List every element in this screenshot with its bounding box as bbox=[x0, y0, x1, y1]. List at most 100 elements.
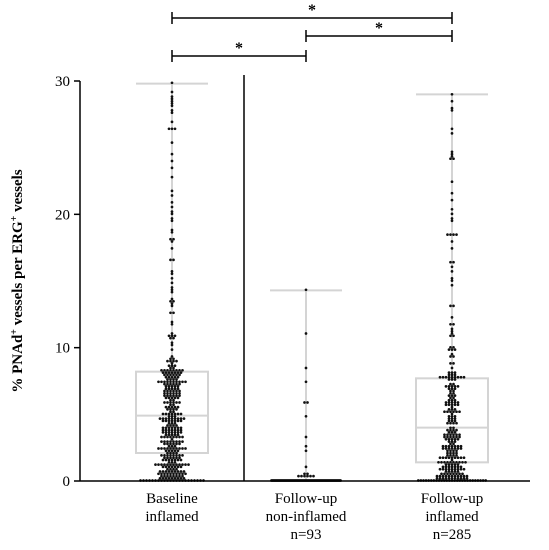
data-point bbox=[447, 401, 451, 404]
data-point bbox=[453, 456, 457, 460]
data-point bbox=[170, 334, 174, 338]
data-point bbox=[173, 127, 177, 131]
data-point bbox=[169, 447, 172, 450]
y-ticks: 0 10 20 30 bbox=[55, 74, 80, 490]
data-point bbox=[444, 385, 448, 388]
data-point bbox=[169, 382, 172, 386]
data-point bbox=[465, 477, 469, 480]
data-point bbox=[444, 465, 448, 469]
data-point bbox=[160, 380, 163, 384]
data-point bbox=[170, 437, 174, 441]
data-point bbox=[441, 456, 445, 460]
data-point bbox=[170, 109, 174, 112]
data-point bbox=[450, 240, 454, 243]
data-point bbox=[447, 444, 451, 448]
data-point bbox=[446, 460, 449, 464]
data-point bbox=[170, 228, 174, 232]
data-point bbox=[455, 472, 458, 476]
data-point bbox=[450, 465, 454, 469]
data-point bbox=[176, 371, 180, 374]
data-point bbox=[172, 467, 175, 471]
data-point bbox=[167, 405, 171, 409]
data-point bbox=[450, 92, 454, 96]
data-point bbox=[441, 467, 445, 471]
data-point bbox=[170, 288, 174, 292]
data-point bbox=[304, 380, 308, 384]
data-point bbox=[166, 454, 169, 457]
data-point bbox=[450, 385, 454, 388]
data-point bbox=[170, 286, 174, 289]
data-point bbox=[306, 474, 309, 478]
data-point bbox=[450, 217, 454, 220]
data-point bbox=[167, 431, 171, 434]
data-point bbox=[438, 467, 442, 471]
data-point bbox=[164, 477, 168, 480]
data-point bbox=[452, 449, 455, 453]
data-point bbox=[450, 327, 454, 331]
data-point bbox=[453, 470, 457, 473]
data-point bbox=[157, 472, 160, 476]
data-point bbox=[169, 410, 172, 414]
data-point bbox=[450, 463, 454, 466]
category-labels: Baseline inflamed Follow-up non-inflamed n=9… bbox=[145, 491, 483, 543]
data-point bbox=[456, 465, 460, 469]
data-point bbox=[167, 449, 171, 453]
data-point bbox=[160, 368, 163, 372]
data-point bbox=[172, 456, 175, 460]
data-point bbox=[167, 334, 171, 338]
data-point bbox=[172, 442, 175, 446]
data-point bbox=[176, 419, 180, 423]
y-tick-label: 10 bbox=[55, 341, 70, 357]
y-label-superscript: + bbox=[9, 329, 20, 335]
data-point bbox=[455, 410, 458, 414]
data-point bbox=[170, 412, 174, 416]
data-point bbox=[170, 355, 174, 358]
data-point bbox=[182, 417, 186, 420]
data-point bbox=[300, 474, 303, 478]
data-point bbox=[453, 419, 457, 423]
data-point bbox=[163, 463, 166, 466]
data-point bbox=[172, 359, 175, 363]
data-point bbox=[173, 465, 177, 469]
data-point bbox=[176, 458, 180, 462]
data-point bbox=[181, 463, 184, 466]
data-point bbox=[303, 401, 306, 404]
category-label: inflamed bbox=[145, 509, 199, 525]
data-point bbox=[169, 435, 172, 439]
data-point bbox=[465, 474, 469, 478]
data-point bbox=[170, 247, 174, 250]
data-point bbox=[172, 474, 175, 478]
data-point bbox=[178, 389, 181, 393]
data-point bbox=[449, 362, 452, 365]
data-point bbox=[178, 472, 181, 476]
data-point bbox=[447, 378, 451, 381]
data-point bbox=[175, 435, 178, 439]
data-point bbox=[450, 401, 454, 404]
data-point bbox=[167, 465, 171, 469]
data-point bbox=[175, 391, 178, 395]
data-point bbox=[306, 401, 309, 404]
data-point bbox=[170, 276, 174, 280]
data-point bbox=[166, 451, 169, 455]
data-point bbox=[450, 180, 454, 184]
data-point bbox=[170, 396, 174, 400]
data-point bbox=[170, 302, 174, 305]
data-point bbox=[175, 408, 178, 411]
data-point bbox=[172, 440, 175, 443]
data-point bbox=[449, 382, 452, 386]
data-point bbox=[458, 460, 461, 464]
data-point bbox=[450, 207, 454, 211]
data-point bbox=[161, 431, 165, 434]
category-label: Baseline bbox=[146, 491, 198, 507]
data-point bbox=[453, 387, 457, 391]
data-point bbox=[175, 401, 178, 404]
data-point bbox=[166, 408, 169, 411]
data-point bbox=[166, 378, 169, 381]
data-point bbox=[450, 265, 454, 269]
data-point bbox=[175, 424, 178, 427]
data-point bbox=[166, 447, 169, 450]
data-point bbox=[181, 440, 184, 443]
y-label-superscript: + bbox=[9, 215, 20, 221]
data-point bbox=[170, 166, 174, 170]
data-point bbox=[169, 311, 172, 315]
